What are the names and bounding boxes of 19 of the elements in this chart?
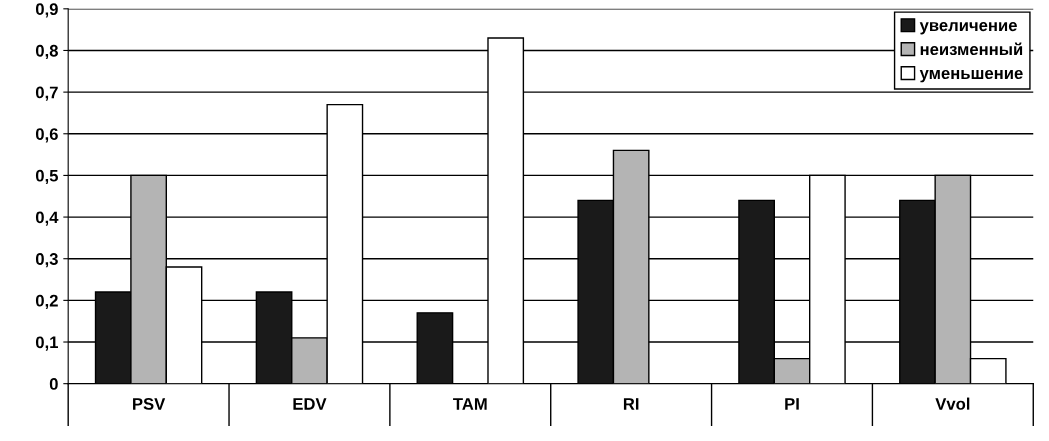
- legend-label: увеличение: [919, 22, 1017, 35]
- y-tick-label: 0,3: [35, 253, 58, 268]
- y-tick-label: 0,6: [35, 128, 58, 143]
- y-tick-label: 0,9: [35, 3, 58, 18]
- x-tick-label: PI: [785, 398, 799, 410]
- x-tick-label: TAM: [453, 398, 487, 410]
- legend-label: уменьшение: [919, 69, 1023, 83]
- y-tick-label: 0,8: [35, 44, 58, 60]
- x-tick-label: PSV: [133, 398, 166, 410]
- legend-label: неизменный: [920, 42, 1023, 56]
- x-tick-label: RI: [623, 398, 639, 410]
- x-tick-label: Vvol: [935, 397, 970, 410]
- y-tick-label: 0,1: [35, 336, 58, 351]
- y-tick-label: 0,2: [35, 294, 58, 309]
- y-tick-label: 0,5: [35, 169, 58, 185]
- x-tick-label: EDV: [293, 398, 327, 410]
- y-tick-label: 0: [49, 378, 58, 390]
- y-tick-label: 0,7: [35, 86, 58, 101]
- y-tick-label: 0,4: [35, 211, 59, 226]
